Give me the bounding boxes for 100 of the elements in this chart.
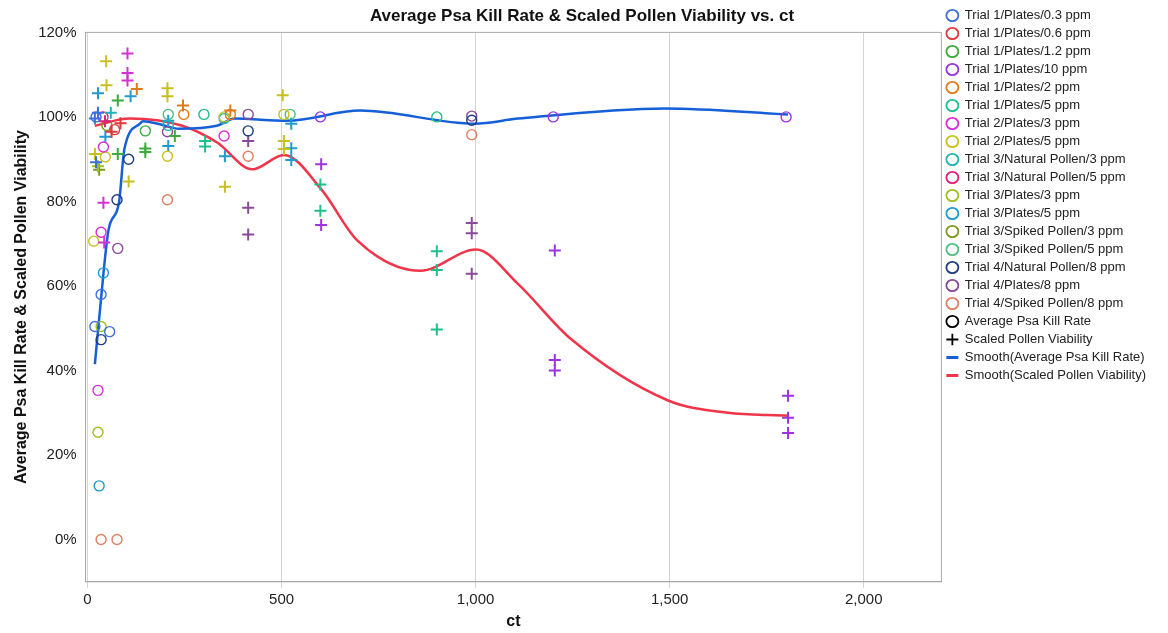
point xyxy=(89,155,104,170)
legend-label: Trial 3/Plates/3 ppm xyxy=(964,187,1080,203)
point xyxy=(464,216,479,230)
point xyxy=(547,352,562,367)
point xyxy=(101,119,113,132)
point xyxy=(161,150,174,162)
point xyxy=(466,114,478,126)
point xyxy=(781,410,796,425)
point xyxy=(99,54,114,69)
point xyxy=(112,242,124,255)
point xyxy=(97,267,110,279)
point xyxy=(90,105,105,120)
point xyxy=(284,116,299,131)
point xyxy=(547,111,559,123)
point xyxy=(122,153,135,165)
point xyxy=(160,89,175,104)
point xyxy=(175,98,190,113)
point xyxy=(241,227,256,242)
y-tick-label: 60% xyxy=(46,276,77,294)
y-tick-label: 100% xyxy=(38,107,77,125)
point xyxy=(284,108,296,121)
point xyxy=(178,108,190,121)
x-tick-label: 2,000 xyxy=(844,589,883,607)
point xyxy=(217,149,232,164)
point xyxy=(276,142,291,157)
point xyxy=(314,157,329,172)
point xyxy=(138,141,153,156)
x-axis-title: ct xyxy=(506,611,522,629)
point xyxy=(121,174,136,189)
point xyxy=(110,147,125,162)
y-tick-label: 20% xyxy=(46,445,77,463)
point xyxy=(275,88,290,103)
point xyxy=(198,108,210,121)
point xyxy=(162,108,174,121)
legend-label: Trial 4/Natural Pollen/8 ppm xyxy=(964,259,1126,275)
point xyxy=(781,388,796,403)
legend-label: Trial 2/Plates/5 ppm xyxy=(964,133,1080,149)
point xyxy=(99,151,112,163)
point xyxy=(780,111,792,123)
point xyxy=(110,93,125,108)
legend-label: Scaled Pollen Viability xyxy=(964,331,1094,347)
legend-label: Trial 4/Plates/8 ppm xyxy=(964,277,1080,293)
point xyxy=(464,266,479,281)
point xyxy=(103,325,116,338)
point xyxy=(95,226,107,238)
legend-label: Trial 1/Plates/0.3 ppm xyxy=(964,7,1091,23)
point xyxy=(547,363,562,378)
point xyxy=(104,124,119,139)
point xyxy=(278,108,290,121)
point xyxy=(123,89,138,104)
point xyxy=(429,262,444,277)
point xyxy=(313,177,328,192)
y-tick-label: 120% xyxy=(38,22,77,40)
point xyxy=(139,125,152,137)
legend-label: Trial 2/Plates/3 ppm xyxy=(964,115,1080,131)
point xyxy=(103,105,118,120)
point xyxy=(466,110,478,122)
point xyxy=(97,235,112,250)
point xyxy=(314,218,329,233)
x-tick-label: 0 xyxy=(83,589,92,607)
point xyxy=(111,533,123,546)
point xyxy=(87,147,102,162)
point xyxy=(241,134,256,149)
legend-label: Trial 3/Spiked Pollen/5 ppm xyxy=(964,241,1124,257)
point xyxy=(161,126,174,138)
point xyxy=(241,200,256,215)
point xyxy=(218,130,230,142)
point xyxy=(120,73,135,88)
point xyxy=(547,243,562,258)
point xyxy=(224,108,237,121)
point xyxy=(242,108,254,121)
point xyxy=(431,111,443,123)
point xyxy=(90,86,105,101)
point xyxy=(95,320,107,333)
point xyxy=(89,320,101,333)
line-series xyxy=(93,117,790,417)
point xyxy=(314,111,327,123)
y-tick-label: 80% xyxy=(46,191,77,209)
legend-label: Trial 1/Plates/2 ppm xyxy=(964,79,1080,95)
point xyxy=(466,128,478,141)
x-tick-label: 1,500 xyxy=(650,589,689,607)
x-tick-label: 1,000 xyxy=(456,589,495,607)
point xyxy=(781,426,796,441)
point xyxy=(96,195,111,210)
point xyxy=(162,119,174,132)
legend-label: Trial 1/Plates/5 ppm xyxy=(964,97,1080,113)
legend-label: Trial 4/Spiked Pollen/8 ppm xyxy=(964,295,1124,311)
point xyxy=(97,114,112,129)
point xyxy=(242,125,254,137)
point xyxy=(111,194,123,206)
line-series xyxy=(93,107,790,366)
point xyxy=(98,129,113,144)
point xyxy=(161,194,174,206)
point xyxy=(92,426,104,438)
y-tick-label: 40% xyxy=(46,360,77,378)
legend-label: Trial 1/Plates/0.6 ppm xyxy=(964,25,1091,41)
legend-label: Smooth(Average Psa Kill Rate) xyxy=(964,349,1145,365)
point xyxy=(242,150,254,162)
point xyxy=(95,533,107,546)
y-tick-label: 0% xyxy=(54,529,77,547)
